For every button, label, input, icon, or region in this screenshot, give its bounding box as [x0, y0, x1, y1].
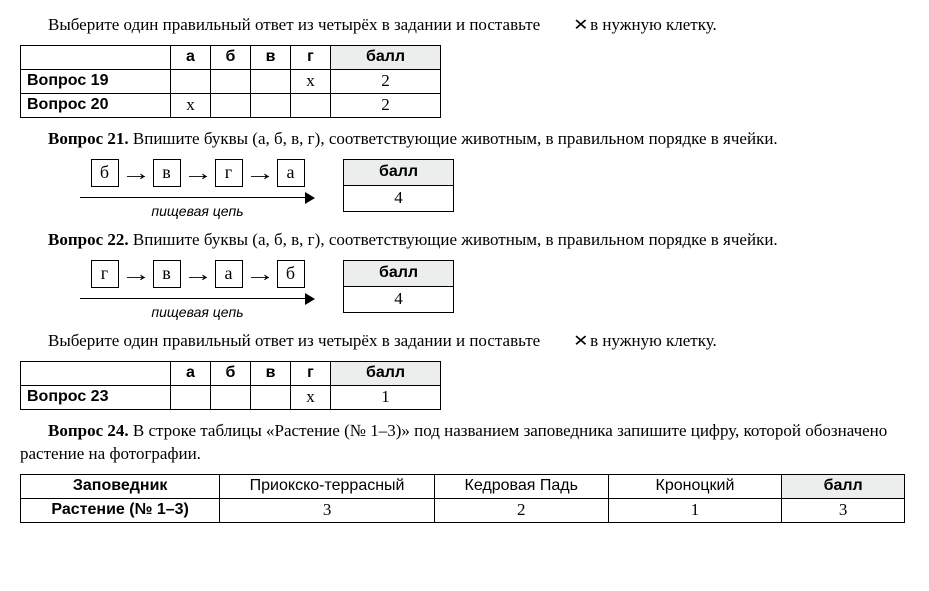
- ans-cell: x: [291, 385, 331, 409]
- col-b: б: [211, 45, 251, 69]
- col-b: б: [211, 361, 251, 385]
- instr1-tail: в нужную клетку.: [586, 15, 717, 34]
- x-icon: ✕: [541, 331, 589, 353]
- row-label: Вопрос 19: [21, 69, 171, 93]
- q24-body: В строке таблицы «Растение (№ 1–3)» под …: [20, 421, 887, 463]
- row-label: Вопрос 20: [21, 93, 171, 117]
- q24-text: Вопрос 24. В строке таблицы «Растение (№…: [20, 420, 909, 466]
- q22-text: Вопрос 22. Впишите буквы (а, б, в, г), с…: [20, 229, 909, 252]
- ans-cell: [251, 69, 291, 93]
- score-header: балл: [344, 159, 454, 185]
- ans-cell: [211, 69, 251, 93]
- row-label: Вопрос 23: [21, 385, 171, 409]
- x-icon: ✕: [541, 15, 589, 37]
- ans-cell: [171, 385, 211, 409]
- score-value: 4: [344, 185, 454, 211]
- chain-label: пищевая цепь: [151, 203, 243, 219]
- blank-header: [21, 45, 171, 69]
- col-g: г: [291, 361, 331, 385]
- table-row: Вопрос 23 x 1: [21, 385, 441, 409]
- chain-cell: в: [153, 159, 181, 187]
- col-v: в: [251, 45, 291, 69]
- instr2-tail: в нужную клетку.: [586, 331, 717, 350]
- blank-header: [21, 361, 171, 385]
- score-cell: 2: [331, 93, 441, 117]
- q24-val: 3: [782, 498, 905, 522]
- chain-cell: а: [277, 159, 305, 187]
- chain-cell: а: [215, 260, 243, 288]
- ans-cell: x: [171, 93, 211, 117]
- chain-cell: б: [91, 159, 119, 187]
- col-v: в: [251, 361, 291, 385]
- answers-table-2: а б в г балл Вопрос 23 x 1: [20, 361, 441, 410]
- q24-table: Заповедник Приокско-террасный Кедровая П…: [20, 474, 905, 523]
- arrow-icon: →: [244, 263, 275, 285]
- score-cell: 1: [331, 385, 441, 409]
- q24-h1: Приокско-террасный: [220, 474, 435, 498]
- instruction-1: Выберите один правильный ответ из четырё…: [20, 14, 909, 37]
- q24-h3: Кроноцкий: [608, 474, 782, 498]
- arrow-icon: →: [120, 162, 151, 184]
- q21-chain: б → в → г → а пищевая цепь балл 4: [80, 159, 909, 219]
- col-g: г: [291, 45, 331, 69]
- arrow-icon: →: [182, 162, 213, 184]
- chain-row: б → в → г → а: [91, 159, 305, 187]
- chain-label: пищевая цепь: [151, 304, 243, 320]
- ans-cell: [251, 385, 291, 409]
- table-row: Растение (№ 1–3) 3 2 1 3: [21, 498, 905, 522]
- col-a: а: [171, 45, 211, 69]
- q24-h0: Заповедник: [21, 474, 220, 498]
- q24-h2: Кедровая Падь: [434, 474, 608, 498]
- ans-cell: [291, 93, 331, 117]
- ans-cell: [251, 93, 291, 117]
- q21-text: Вопрос 21. Впишите буквы (а, б, в, г), с…: [20, 128, 909, 151]
- q21-prefix: Вопрос 21.: [48, 129, 129, 148]
- ans-cell: [211, 385, 251, 409]
- chain-row: г → в → а → б: [91, 260, 305, 288]
- q24-val: 1: [608, 498, 782, 522]
- q24-row-label: Растение (№ 1–3): [21, 498, 220, 522]
- q22-prefix: Вопрос 22.: [48, 230, 129, 249]
- chain-cell: в: [153, 260, 181, 288]
- long-arrow-icon: [80, 191, 315, 205]
- score-cell: 2: [331, 69, 441, 93]
- ans-cell: [211, 93, 251, 117]
- q24-h4: балл: [782, 474, 905, 498]
- long-arrow-icon: [80, 292, 315, 306]
- score-value: 4: [344, 286, 454, 312]
- q21-score-table: балл 4: [343, 159, 454, 212]
- table-row: Вопрос 20 x 2: [21, 93, 441, 117]
- chain-cell: г: [215, 159, 243, 187]
- q24-val: 3: [220, 498, 435, 522]
- chain-cell: б: [277, 260, 305, 288]
- q22-body: Впишите буквы (а, б, в, г), соответствую…: [129, 230, 778, 249]
- q21-body: Впишите буквы (а, б, в, г), соответствую…: [129, 129, 778, 148]
- arrow-icon: →: [182, 263, 213, 285]
- q22-score-table: балл 4: [343, 260, 454, 313]
- ans-cell: [171, 69, 211, 93]
- col-a: а: [171, 361, 211, 385]
- instruction-2: Выберите один правильный ответ из четырё…: [20, 330, 909, 353]
- instr2-text: Выберите один правильный ответ из четырё…: [48, 331, 544, 350]
- arrow-icon: →: [120, 263, 151, 285]
- col-score: балл: [331, 361, 441, 385]
- q24-prefix: Вопрос 24.: [48, 421, 129, 440]
- chain-cell: г: [91, 260, 119, 288]
- answers-table-1: а б в г балл Вопрос 19 x 2 Вопрос 20 x 2: [20, 45, 441, 118]
- instr1-text: Выберите один правильный ответ из четырё…: [48, 15, 544, 34]
- col-score: балл: [331, 45, 441, 69]
- chain-column: г → в → а → б пищевая цепь: [80, 260, 315, 320]
- q24-val: 2: [434, 498, 608, 522]
- q22-chain: г → в → а → б пищевая цепь балл 4: [80, 260, 909, 320]
- ans-cell: x: [291, 69, 331, 93]
- chain-column: б → в → г → а пищевая цепь: [80, 159, 315, 219]
- score-header: балл: [344, 260, 454, 286]
- table-row: Вопрос 19 x 2: [21, 69, 441, 93]
- arrow-icon: →: [244, 162, 275, 184]
